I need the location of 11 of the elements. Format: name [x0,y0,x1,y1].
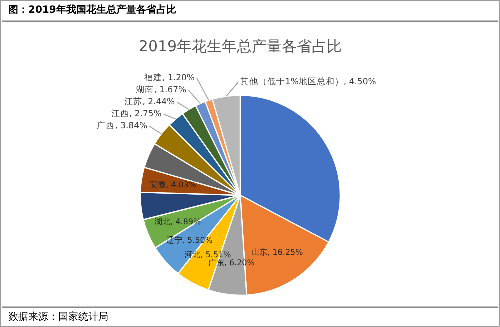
slice-label: 山东, 16.25% [252,248,304,258]
slice-label: 福建, 1.20% [144,72,196,84]
source-note: 数据来源：国家统计局 [8,311,108,323]
chart-title: 图：2019年我国花生总产量各省占比 [8,4,176,16]
slice-label: 湖南, 1.67% [136,84,187,96]
chart-subtitle: 2019年花生年总产量各省占比 [138,38,342,56]
slice-label: 广西, 3.84% [97,120,148,132]
slice-label: 安徽, 4.03% [150,180,197,190]
slice-label: 江西, 2.75% [111,108,162,120]
slice-label: 其他（低于1%地区总和）, 4.50% [240,76,376,88]
slice-label: 江苏, 2.44% [124,96,176,108]
